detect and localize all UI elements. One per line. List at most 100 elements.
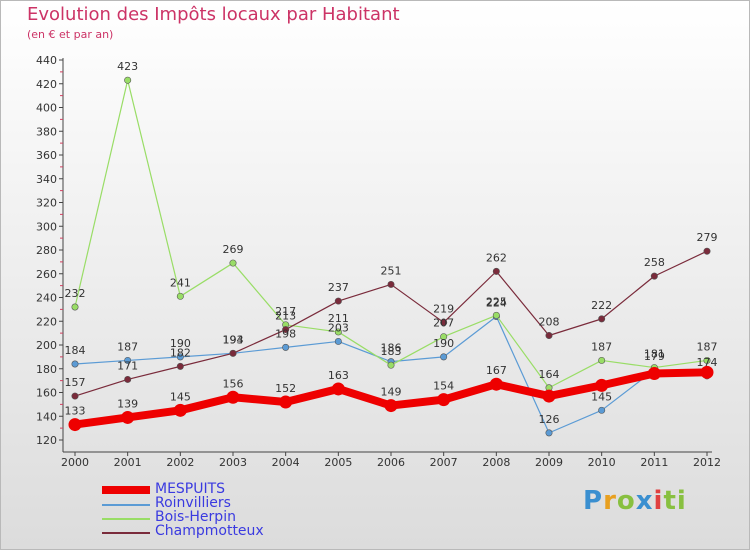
data-label-bois-herpin: 181	[644, 348, 665, 361]
x-tick-label: 2011	[640, 456, 668, 469]
y-tick-label: 200	[36, 339, 57, 352]
x-tick-label: 2000	[61, 456, 89, 469]
logo-letter: o	[616, 486, 636, 516]
data-label-champmotteux: 237	[328, 281, 349, 294]
data-point-champmotteux	[334, 297, 342, 305]
data-point-bois-herpin	[598, 356, 606, 364]
data-label-champmotteux: 279	[697, 231, 718, 244]
data-point-bois-herpin	[387, 361, 395, 369]
data-point-champmotteux	[440, 318, 448, 326]
data-label-bois-herpin: 232	[65, 287, 86, 300]
data-label-champmotteux: 222	[591, 299, 612, 312]
y-tick-label: 220	[36, 315, 57, 328]
y-tick-label: 120	[36, 434, 57, 447]
data-label-champmotteux: 262	[486, 251, 507, 264]
data-label-mespuits: 145	[170, 390, 191, 403]
y-tick-label: 400	[36, 102, 57, 115]
data-point-champmotteux	[282, 326, 290, 334]
data-label-roinvilliers: 203	[328, 321, 349, 334]
data-label-mespuits: 133	[65, 405, 86, 418]
data-label-mespuits: 156	[223, 377, 244, 390]
data-point-mespuits	[595, 378, 609, 392]
data-label-mespuits: 139	[117, 397, 138, 410]
data-point-mespuits	[384, 399, 398, 413]
legend-swatch-champmotteux	[102, 532, 150, 534]
y-tick-label: 260	[36, 268, 57, 281]
x-tick-label: 2010	[588, 456, 616, 469]
legend-swatch-mespuits	[102, 486, 150, 494]
logo-letter: r	[603, 486, 617, 516]
data-point-mespuits	[331, 382, 345, 396]
data-point-bois-herpin	[334, 328, 342, 336]
data-label-roinvilliers: 194	[223, 333, 244, 346]
data-label-mespuits: 154	[433, 380, 454, 393]
y-tick-label: 280	[36, 244, 57, 257]
data-label-mespuits: 167	[486, 364, 507, 377]
data-point-roinvilliers	[282, 343, 290, 351]
y-tick-label: 160	[36, 387, 57, 400]
data-label-bois-herpin: 207	[433, 317, 454, 330]
data-point-bois-herpin	[176, 292, 184, 300]
proxiti-logo: Proxiti	[583, 486, 687, 516]
data-label-champmotteux: 208	[539, 316, 560, 329]
data-point-mespuits	[121, 410, 135, 424]
legend-swatch-roinvilliers	[102, 504, 150, 506]
data-label-roinvilliers: 179	[644, 350, 665, 363]
data-label-mespuits: 149	[381, 386, 402, 399]
x-tick-label: 2008	[482, 456, 510, 469]
data-label-bois-herpin: 187	[697, 340, 718, 353]
data-point-champmotteux	[545, 331, 553, 339]
data-label-bois-herpin: 211	[328, 312, 349, 325]
x-tick-label: 2007	[430, 456, 458, 469]
data-label-roinvilliers: 184	[65, 344, 86, 357]
data-label-roinvilliers: 190	[433, 337, 454, 350]
data-point-roinvilliers	[440, 353, 448, 361]
y-tick-label: 380	[36, 125, 57, 138]
data-label-roinvilliers: 198	[275, 327, 296, 340]
y-tick-label: 300	[36, 220, 57, 233]
data-point-mespuits	[173, 403, 187, 417]
data-point-roinvilliers	[176, 353, 184, 361]
data-label-roinvilliers: 187	[117, 340, 138, 353]
x-tick-label: 2005	[324, 456, 352, 469]
data-point-bois-herpin	[124, 76, 132, 84]
logo-letter: ti	[663, 486, 687, 516]
data-point-bois-herpin	[492, 311, 500, 319]
x-tick-label: 2006	[377, 456, 405, 469]
data-label-champmotteux: 171	[117, 359, 138, 372]
chart-subtitle: (en € et par an)	[27, 28, 114, 41]
data-label-bois-herpin: 164	[539, 368, 560, 381]
data-label-champmotteux: 213	[275, 310, 296, 323]
x-tick-label: 2003	[219, 456, 247, 469]
data-point-mespuits	[226, 390, 240, 404]
data-point-champmotteux	[492, 267, 500, 275]
y-tick-label: 140	[36, 410, 57, 423]
data-point-mespuits	[647, 367, 661, 380]
data-point-bois-herpin	[229, 259, 237, 267]
y-tick-label: 420	[36, 78, 57, 91]
data-label-bois-herpin: 241	[170, 276, 191, 289]
data-label-roinvilliers: 190	[170, 337, 191, 350]
data-label-champmotteux: 157	[65, 376, 86, 389]
legend-label-champmotteux: Champmotteux	[155, 523, 264, 539]
data-point-roinvilliers	[71, 360, 79, 368]
data-point-champmotteux	[650, 272, 658, 280]
data-point-mespuits	[489, 377, 503, 391]
y-tick-label: 180	[36, 363, 57, 376]
legend-label-mespuits: MESPUITS	[155, 481, 226, 497]
data-label-champmotteux: 219	[433, 302, 454, 315]
data-point-mespuits	[68, 418, 82, 432]
data-label-mespuits: 152	[275, 382, 296, 395]
data-label-bois-herpin: 225	[486, 295, 507, 308]
data-label-champmotteux: 258	[644, 256, 665, 269]
chart-title: Evolution des Impôts locaux par Habitant	[27, 4, 400, 25]
y-tick-label: 240	[36, 292, 57, 305]
data-label-mespuits: 163	[328, 369, 349, 382]
data-label-roinvilliers: 174	[697, 356, 718, 369]
data-label-roinvilliers: 126	[539, 413, 560, 426]
x-tick-label: 2009	[535, 456, 563, 469]
logo-letter: x	[635, 486, 654, 516]
data-label-bois-herpin: 269	[223, 243, 244, 256]
legend-label-roinvilliers: Roinvilliers	[155, 495, 231, 511]
